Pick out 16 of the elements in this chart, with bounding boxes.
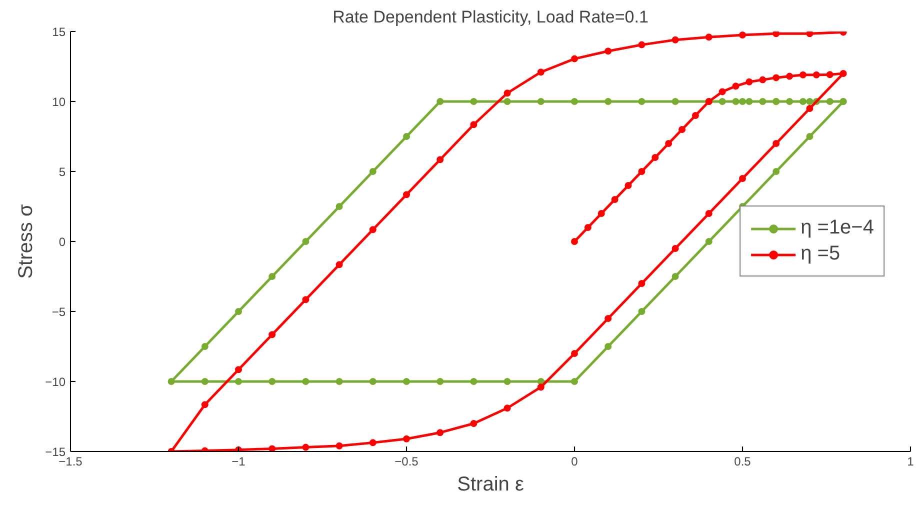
x-tick-label: 0: [571, 454, 578, 468]
y-tick-label: −5: [52, 305, 66, 319]
chart-title: Rate Dependent Plasticity, Load Rate=0.1: [332, 8, 648, 26]
y-axis-title: Stress σ: [15, 204, 38, 279]
legend-label: η =1e−4: [800, 216, 874, 240]
y-tick-label: 15: [52, 25, 66, 39]
x-tick-label: −0.5: [394, 454, 419, 468]
y-tick-label: 5: [58, 165, 66, 179]
legend-label: η =5: [800, 242, 840, 266]
y-tick-label: 10: [52, 95, 66, 109]
x-tick-label: 1: [907, 454, 914, 468]
x-axis-title: Strain ε: [457, 474, 524, 496]
x-tick-label: −1: [232, 454, 246, 468]
x-tick-label: 0.5: [734, 454, 752, 468]
y-tick-label: 0: [58, 235, 66, 249]
y-tick-label: −10: [45, 375, 66, 389]
